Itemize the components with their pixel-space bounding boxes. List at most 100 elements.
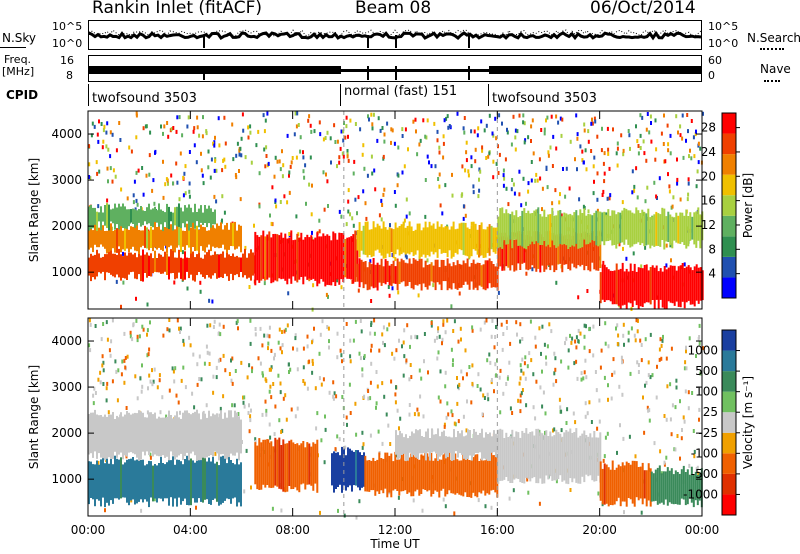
velocity-band-column: [497, 429, 500, 484]
velocity-band-column: [446, 452, 449, 495]
power-band-column: [106, 230, 108, 254]
power-speckle: [476, 133, 479, 138]
power-speckle: [441, 211, 444, 216]
power-speckle: [90, 133, 93, 138]
power-speckle: [266, 111, 269, 116]
power-band-column: [462, 260, 465, 285]
velocity-speckle: [273, 356, 275, 361]
power-band-column: [192, 221, 194, 247]
power-band-column: [380, 228, 383, 256]
velocity-speckle: [240, 360, 243, 365]
velocity-colorbar-frame: [721, 329, 737, 516]
velocity-band-3: [331, 446, 365, 493]
power-band-column: [98, 253, 100, 273]
velocity-speckle: [530, 358, 533, 363]
power-speckle: [437, 177, 440, 181]
power-speckle: [308, 114, 311, 119]
power-speckle: [559, 116, 562, 121]
velocity-speckle: [521, 337, 524, 341]
velocity-speckle: [604, 341, 607, 346]
power-speckle: [514, 128, 517, 133]
power-band-column: [432, 223, 435, 255]
power-speckle: [135, 170, 138, 175]
velocity-speckle: [315, 426, 318, 431]
power-speckle: [643, 151, 646, 156]
velocity-speckle: [583, 334, 586, 339]
power-band-column: [136, 210, 138, 226]
power-speckle: [93, 124, 96, 129]
velocity-band-column: [120, 457, 122, 499]
velocity-band-column: [643, 470, 646, 499]
velocity-speckle: [125, 406, 128, 410]
power-speckle: [568, 186, 571, 191]
power-speckle: [148, 153, 151, 158]
power-speckle: [545, 118, 547, 123]
power-band-column: [242, 253, 244, 278]
velocity-speckle: [147, 386, 149, 391]
power-speckle: [393, 190, 396, 194]
velocity-band-column: [230, 460, 232, 504]
power-band-column: [609, 270, 612, 302]
power-band-column: [382, 221, 385, 259]
velocity-speckle: [146, 353, 149, 358]
power-speckle: [497, 144, 499, 149]
velocity-speckle: [659, 449, 662, 454]
velocity-speckle: [656, 364, 658, 369]
velocity-band-column: [694, 471, 697, 501]
velocity-band-column: [688, 474, 691, 499]
power-band-column: [250, 249, 252, 281]
velocity-speckle: [286, 323, 289, 328]
power-speckle: [448, 124, 451, 128]
power-band-column: [394, 222, 397, 255]
velocity-speckle: [296, 406, 299, 411]
power-speckle: [583, 206, 586, 210]
power-speckle: [223, 210, 226, 215]
velocity-speckle: [341, 359, 343, 364]
velocity-band-column: [565, 430, 568, 484]
power-band-column: [346, 237, 349, 279]
power-speckle: [590, 149, 593, 153]
power-speckle: [103, 124, 106, 129]
velocity-band-column: [447, 436, 449, 458]
velocity-band-column: [359, 452, 361, 491]
velocity-speckle: [403, 328, 406, 333]
velocity-band-column: [435, 434, 437, 454]
power-speckle: [401, 127, 404, 132]
power-band-column: [224, 257, 226, 274]
velocity-speckle: [665, 455, 668, 460]
velocity-speckle: [94, 324, 97, 328]
velocity-band-column: [420, 455, 423, 494]
power-band-column: [356, 263, 359, 282]
power-speckle: [461, 164, 464, 169]
power-band-column: [370, 264, 373, 287]
velocity-speckle: [173, 379, 176, 384]
power-band-column: [172, 223, 174, 251]
power-band-column: [184, 251, 186, 280]
velocity-band-column: [551, 436, 554, 481]
power-band-column: [350, 236, 353, 280]
velocity-speckle: [646, 405, 649, 410]
velocity-speckle: [93, 386, 96, 391]
power-speckle: [679, 133, 682, 138]
power-band-column: [617, 269, 620, 306]
velocity-speckle: [681, 428, 683, 432]
velocity-cb-tick-label-1: 500: [695, 364, 718, 378]
velocity-speckle: [524, 376, 527, 381]
power-speckle: [531, 267, 534, 272]
power-band-column: [545, 216, 548, 247]
power-speckle: [479, 169, 482, 174]
power-ytick-label-0: 1000: [51, 265, 82, 279]
velocity-speckle: [545, 355, 547, 360]
power-colorbar-swatch-5: [722, 174, 736, 196]
velocity-speckle: [233, 403, 236, 408]
power-speckle: [338, 209, 341, 214]
power-speckle: [255, 143, 258, 148]
power-band-column: [382, 266, 385, 284]
power-speckle: [474, 147, 477, 152]
power-band-column: [130, 209, 132, 223]
velocity-speckle: [243, 404, 246, 409]
velocity-band-column: [664, 471, 667, 500]
velocity-speckle: [99, 370, 102, 375]
power-band-column: [497, 237, 500, 269]
power-speckle: [439, 203, 442, 208]
